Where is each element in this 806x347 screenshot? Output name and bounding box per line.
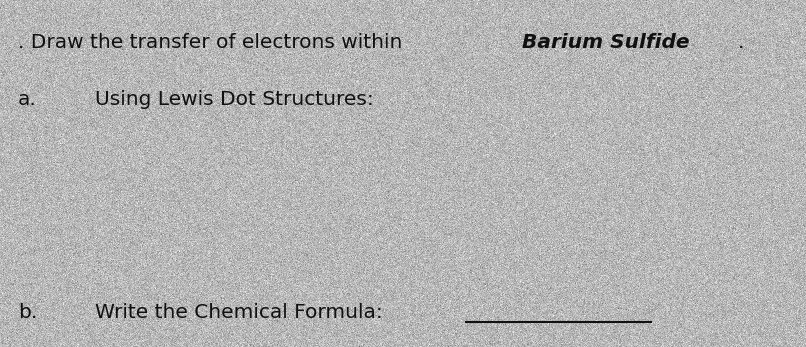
Text: Using Lewis Dot Structures:: Using Lewis Dot Structures: [95,90,374,109]
Text: Barium Sulfide: Barium Sulfide [522,33,690,51]
Text: Write the Chemical Formula:: Write the Chemical Formula: [95,303,383,322]
Text: .: . [738,33,745,51]
Text: b.: b. [18,303,37,322]
Text: a.: a. [18,90,37,109]
Text: . Draw the transfer of electrons within: . Draw the transfer of electrons within [18,33,409,51]
